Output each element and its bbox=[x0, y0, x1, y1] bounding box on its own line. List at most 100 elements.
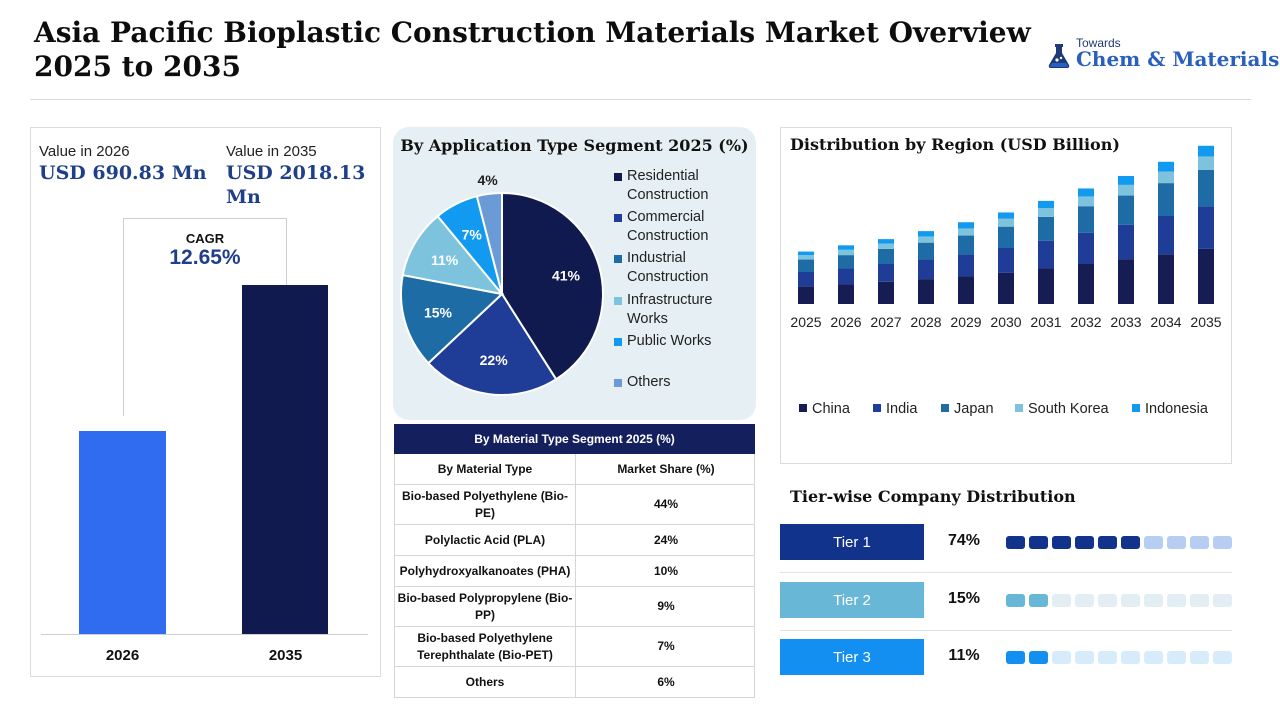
tier-meter-dot bbox=[1167, 536, 1186, 549]
bar-segment-indonesia bbox=[838, 245, 854, 250]
tier-meter-dot bbox=[1213, 536, 1232, 549]
legend-label: Others bbox=[627, 374, 671, 390]
material-table-title: By Material Type Segment 2025 (%) bbox=[394, 424, 755, 454]
x-tick-label: 2034 bbox=[1150, 314, 1181, 330]
tier-meter-dot bbox=[1121, 651, 1140, 664]
title-line-2: 2025 to 2035 bbox=[34, 50, 241, 83]
tier-meter-dot bbox=[1190, 536, 1209, 549]
region-chart-title: Distribution by Region (USD Billion) bbox=[790, 135, 1120, 154]
table-column-header: Market Share (%) bbox=[617, 461, 715, 476]
table-cell: 10% bbox=[653, 563, 679, 578]
pie-slice-infrastructure-works bbox=[401, 214, 505, 296]
company-logo: Towards Chem & Materials bbox=[1044, 36, 1279, 76]
bar-segment-india bbox=[1038, 240, 1054, 269]
x-label-2026: 2026 bbox=[105, 647, 140, 664]
table-row: Bio-based Polypropylene (Bio-PP) 9% bbox=[394, 587, 755, 627]
x-tick-label: 2026 bbox=[830, 314, 861, 330]
bar-2026 bbox=[79, 431, 166, 634]
legend-item: Public Works bbox=[614, 332, 751, 351]
legend-swatch bbox=[614, 214, 622, 222]
bar-segment-south-korea bbox=[1118, 184, 1134, 196]
table-cell: 7% bbox=[657, 639, 675, 653]
application-pie-chart: 41% 22% 15% 11%7% 4% bbox=[400, 172, 604, 396]
legend-swatch bbox=[614, 338, 622, 346]
table-cell: Polyhydroxyalkanoates (PHA) bbox=[395, 556, 576, 586]
bar-baseline bbox=[41, 634, 368, 635]
tier-meter-dot bbox=[1052, 594, 1071, 607]
pie-title: By Application Type Segment 2025 (%) bbox=[400, 136, 749, 155]
tier-meter-dot bbox=[1213, 594, 1232, 607]
bar-segment-india bbox=[1078, 232, 1094, 264]
bar-segment-india bbox=[1158, 216, 1174, 255]
bar-segment-india bbox=[998, 248, 1014, 273]
title-line-1: Asia Pacific Bioplastic Construction Mat… bbox=[34, 16, 1031, 49]
pie-data-label: 4% bbox=[477, 172, 498, 188]
legend-swatch bbox=[614, 255, 622, 263]
bar-segment-japan bbox=[1158, 183, 1174, 216]
tier-separator bbox=[780, 572, 1232, 573]
table-row: Polyhydroxyalkanoates (PHA) 10% bbox=[394, 556, 755, 587]
tier-meter-dot bbox=[1167, 594, 1186, 607]
bar-segment-japan bbox=[878, 248, 894, 264]
tier-separator bbox=[780, 630, 1232, 631]
table-cell: 44% bbox=[653, 497, 679, 511]
table-cell: 6% bbox=[657, 674, 675, 689]
table-cell: Bio-based Polypropylene (Bio-PP) bbox=[395, 587, 576, 626]
table-row: Bio-based Polyethylene Terephthalate (Bi… bbox=[394, 627, 755, 667]
tier-meter-dot bbox=[1052, 651, 1071, 664]
tier-meter-dot bbox=[1075, 651, 1094, 664]
bar-segment-south-korea bbox=[798, 255, 814, 260]
legend-swatch bbox=[614, 297, 622, 305]
tier-meter-dot bbox=[1098, 536, 1117, 549]
bar-segment-indonesia bbox=[998, 212, 1014, 219]
pie-data-label: 15% bbox=[424, 305, 453, 321]
bar-segment-south-korea bbox=[1198, 156, 1214, 170]
tier-meter-dot bbox=[1006, 536, 1025, 549]
bar-segment-japan bbox=[958, 235, 974, 255]
table-column-header: By Material Type bbox=[395, 454, 576, 484]
bar-segment-japan bbox=[918, 242, 934, 260]
bar-segment-china bbox=[918, 279, 934, 304]
table-row: Others 6% bbox=[394, 667, 755, 698]
legend-label: Indonesia bbox=[1145, 401, 1209, 417]
legend-label: Commercial Construction bbox=[627, 209, 709, 244]
table-cell: Polylactic Acid (PLA) bbox=[395, 525, 576, 555]
x-tick-label: 2030 bbox=[990, 314, 1021, 330]
bar-segment-south-korea bbox=[878, 243, 894, 249]
legend-label: Japan bbox=[954, 401, 994, 417]
logo-small-text: Towards bbox=[1076, 36, 1121, 50]
pie-slice-others bbox=[475, 191, 503, 295]
bar-segment-south-korea bbox=[1158, 171, 1174, 184]
bar-segment-indonesia bbox=[1038, 200, 1054, 208]
bar-segment-india bbox=[1198, 206, 1214, 249]
bar-segment-indonesia bbox=[958, 222, 974, 229]
pie-data-label: 7% bbox=[462, 227, 483, 243]
tier-meter-dot bbox=[1029, 651, 1048, 664]
x-tick-label: 2027 bbox=[870, 314, 901, 330]
pie-data-label: 41% bbox=[552, 267, 581, 283]
bar-segment-indonesia bbox=[1158, 161, 1174, 172]
bar-segment-china bbox=[1038, 268, 1054, 304]
tier-meter-dot bbox=[1167, 651, 1186, 664]
x-tick-label: 2028 bbox=[910, 314, 941, 330]
pie-slice-industrial-construction bbox=[400, 273, 505, 365]
x-tick-label: 2035 bbox=[1190, 314, 1221, 330]
bar-segment-india bbox=[838, 268, 854, 285]
bar-segment-japan bbox=[798, 259, 814, 272]
bar-segment-china bbox=[838, 284, 854, 304]
bar-segment-china bbox=[1198, 248, 1214, 304]
bar-segment-india bbox=[918, 259, 934, 280]
tier-1-label: Tier 1 bbox=[780, 524, 924, 560]
bar-segment-south-korea bbox=[918, 236, 934, 243]
tier-meter-dot bbox=[1213, 651, 1232, 664]
tier-meter-dot bbox=[1144, 594, 1163, 607]
application-pie-panel: 41% 22% 15% 11% 7% 4% By Application Type Seg… bbox=[393, 127, 756, 420]
tier-meter-dot bbox=[1144, 536, 1163, 549]
flask-icon bbox=[1048, 44, 1070, 68]
header-divider bbox=[30, 99, 1251, 100]
legend-swatch bbox=[873, 404, 881, 412]
tier-meter-dot bbox=[1029, 594, 1048, 607]
tier-2-percent: 15% bbox=[947, 590, 981, 607]
bar-segment-south-korea bbox=[1078, 196, 1094, 207]
bar-segment-china bbox=[958, 276, 974, 304]
